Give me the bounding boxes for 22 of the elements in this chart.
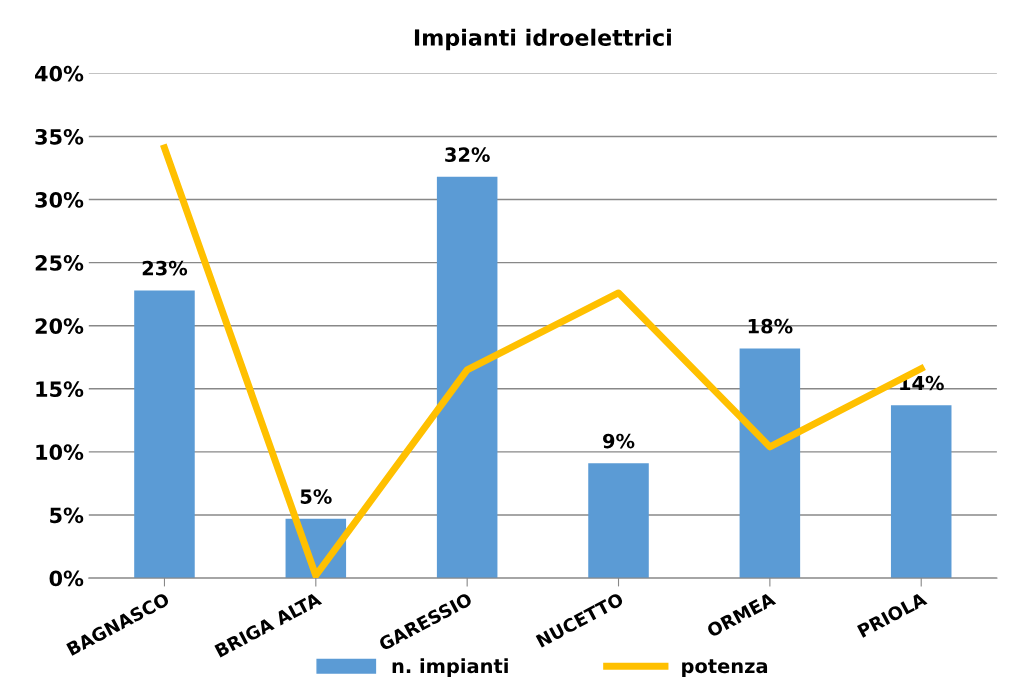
y-tick-label: 20% [35, 318, 84, 334]
data-label: 5% [300, 489, 332, 504]
data-label: 32% [445, 147, 490, 162]
y-tick-label: 25% [35, 255, 84, 271]
y-tick-label: 5% [50, 507, 84, 524]
y-tick-label: 35% [35, 128, 84, 145]
legend-label: n. impianti [392, 658, 508, 678]
bar [436, 176, 498, 579]
y-tick-label: 10% [36, 444, 84, 461]
y-tick-label: 30% [35, 192, 84, 208]
bar [134, 290, 195, 579]
y-tick-label: 0% [49, 570, 84, 587]
y-tick-label: 15% [36, 381, 84, 398]
data-label: 18% [748, 318, 793, 334]
data-label: 9% [603, 433, 635, 449]
chart-title: Impianti idroelettrici [414, 28, 671, 51]
data-label: 23% [142, 260, 188, 276]
bar [588, 463, 649, 579]
legend-label: potenza [682, 659, 768, 678]
bar [739, 348, 801, 579]
y-tick-label: 40% [35, 65, 84, 82]
bar [890, 405, 952, 579]
